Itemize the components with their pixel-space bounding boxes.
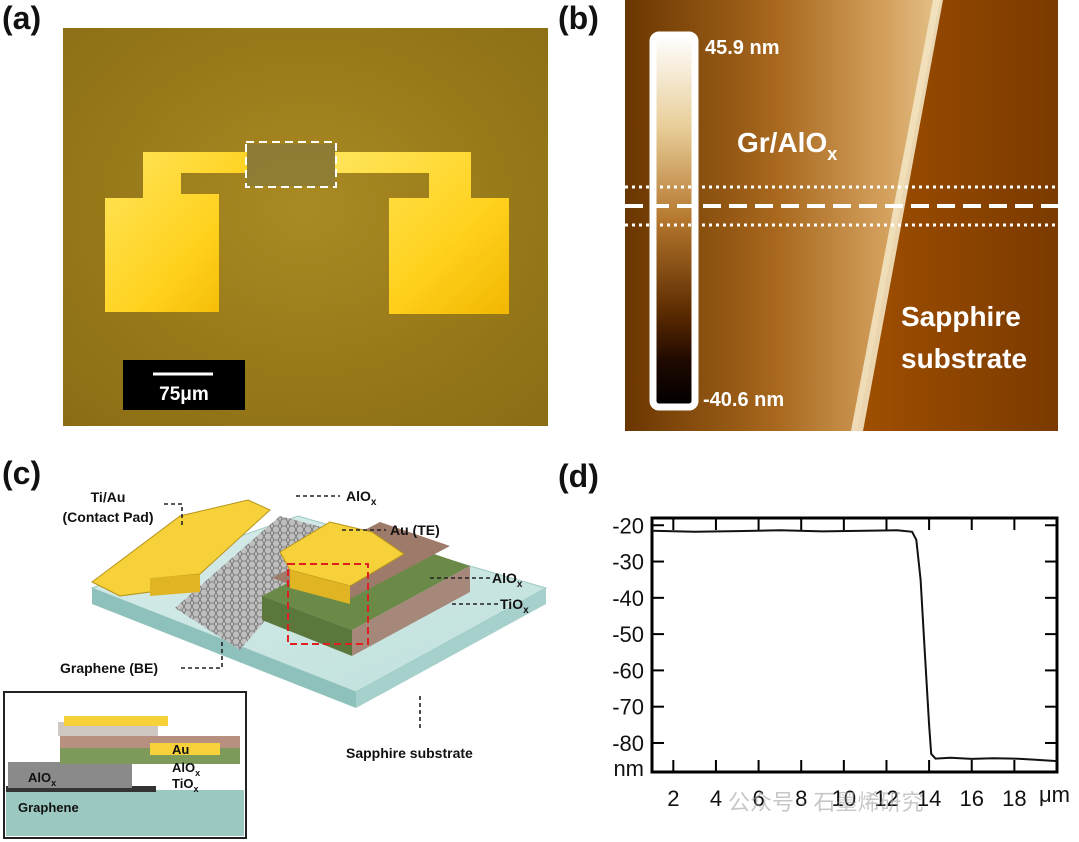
label-tiox-right: TiOx xyxy=(500,596,529,616)
zoom-box xyxy=(287,563,369,645)
sapphire-region xyxy=(857,0,1058,431)
y-tick-label: -20 xyxy=(612,513,644,538)
inset-label-alox-sub: x xyxy=(195,768,200,778)
device-region xyxy=(247,144,335,186)
region-label-sapphire-1: Sapphire xyxy=(901,301,1021,332)
x-tick-label: 10 xyxy=(832,786,856,811)
panel-label-c: (c) xyxy=(2,455,42,491)
y-tick-label: -30 xyxy=(612,550,644,575)
y-tick-label: -80 xyxy=(612,731,644,756)
label-au-te: Au (TE) xyxy=(390,522,440,538)
inset-substrate xyxy=(6,790,244,836)
x-tick-label: 2 xyxy=(667,786,679,811)
device-highlight-box xyxy=(245,141,337,188)
label-tiox-right-sub: x xyxy=(523,605,529,616)
region-label-gr-alox-sub: x xyxy=(827,144,837,164)
panel-label-b: (b) xyxy=(558,0,599,36)
x-tick-label: 18 xyxy=(1002,786,1026,811)
inset-label-au: Au xyxy=(172,742,189,757)
x-tick-label: 14 xyxy=(917,786,941,811)
x-tick-label: 8 xyxy=(795,786,807,811)
plot-frame xyxy=(650,516,1059,774)
x-tick-label: 4 xyxy=(710,786,722,811)
label-tiox-right-main: TiO xyxy=(500,596,523,612)
scale-bar-label: 75μm xyxy=(159,384,209,405)
y-tick-label: -50 xyxy=(612,622,644,647)
label-alox-right-sub: x xyxy=(517,579,523,590)
right-electrode xyxy=(335,152,509,314)
profile-line xyxy=(651,529,1058,763)
optical-micrograph: 75μm xyxy=(63,28,548,426)
substrate-front-face xyxy=(92,588,356,708)
y-tick-label: -40 xyxy=(612,586,644,611)
inset-label-alox-left-sub: x xyxy=(51,778,56,788)
y-axis-unit-label: nm xyxy=(613,756,644,781)
substrate-right-face xyxy=(356,588,546,708)
region-label-sapphire-2: substrate xyxy=(901,343,1027,374)
panel-label-a: (a) xyxy=(2,0,42,36)
x-tick-label: 16 xyxy=(959,786,983,811)
cross-section-inset: Au AlOx TiOx AlOx Graphene xyxy=(3,691,247,839)
y-tick-label: -60 xyxy=(612,658,644,683)
x-tick-label: 6 xyxy=(752,786,764,811)
region-label-gr-alox: Gr/AlOx xyxy=(737,127,837,164)
inset-label-alox-left: AlOx xyxy=(28,770,56,788)
label-alox-right: AlOx xyxy=(492,570,523,590)
device-schematic: Ti/Au (Contact Pad) AlOx Au (TE) AlOx Ti… xyxy=(3,488,548,839)
label-alox-right-main: AlO xyxy=(492,570,517,586)
region-label-gr-alox-main: Gr/AlO xyxy=(737,127,827,158)
tiox-layer-side xyxy=(352,566,470,656)
inset-alox-left xyxy=(8,762,132,788)
left-contact-pad-side xyxy=(150,574,200,596)
inset-label-alox-main: AlO xyxy=(172,760,195,775)
inset-au-top xyxy=(64,716,168,726)
leader-contact-pad xyxy=(164,503,183,526)
tiox-layer-front xyxy=(262,596,352,656)
inset-label-tiox: TiOx xyxy=(172,776,198,794)
inset-label-tiox-main: TiO xyxy=(172,776,193,791)
inset-label-alox: AlOx xyxy=(172,760,200,778)
label-contact-pad-2: (Contact Pad) xyxy=(63,509,154,525)
left-electrode xyxy=(105,152,247,312)
chart-watermark: 公众号 · 石墨烯研究 xyxy=(728,790,924,815)
label-sapphire: Sapphire substrate xyxy=(346,745,473,761)
leader-graphene xyxy=(180,642,223,669)
inset-au-bottom xyxy=(150,743,220,755)
height-profile-chart: 2 4 6 8 10 12 14 16 18-20-30-40-50-60-70-80nmμm … xyxy=(612,513,1070,815)
inset-label-graphene: Graphene xyxy=(18,800,79,815)
label-alox-top-main: AlO xyxy=(346,488,371,504)
au-top-electrode-side xyxy=(290,570,350,604)
label-graphene: Graphene (BE) xyxy=(60,660,158,676)
label-alox-top: AlOx xyxy=(346,488,377,508)
label-contact-pad-1: Ti/Au xyxy=(91,489,126,505)
afm-image: 45.9 nm -40.6 nm Gr/AlOx Sapphire substr… xyxy=(625,0,1058,431)
inset-graphene xyxy=(6,786,156,792)
panel-label-d: (d) xyxy=(558,458,599,494)
colorbar-max-label: 45.9 nm xyxy=(705,37,779,59)
inset-label-tiox-sub: x xyxy=(193,784,198,794)
colorbar-min-label: -40.6 nm xyxy=(703,389,784,411)
x-axis-unit-label: μm xyxy=(1039,782,1070,807)
colorbar xyxy=(649,31,699,411)
inset-label-alox-left-main: AlO xyxy=(28,770,51,785)
y-tick-label: -70 xyxy=(612,695,644,720)
x-tick-label: 12 xyxy=(874,786,898,811)
step-edge xyxy=(851,0,943,431)
scale-bar-box xyxy=(123,360,245,410)
label-alox-top-sub: x xyxy=(371,497,377,508)
